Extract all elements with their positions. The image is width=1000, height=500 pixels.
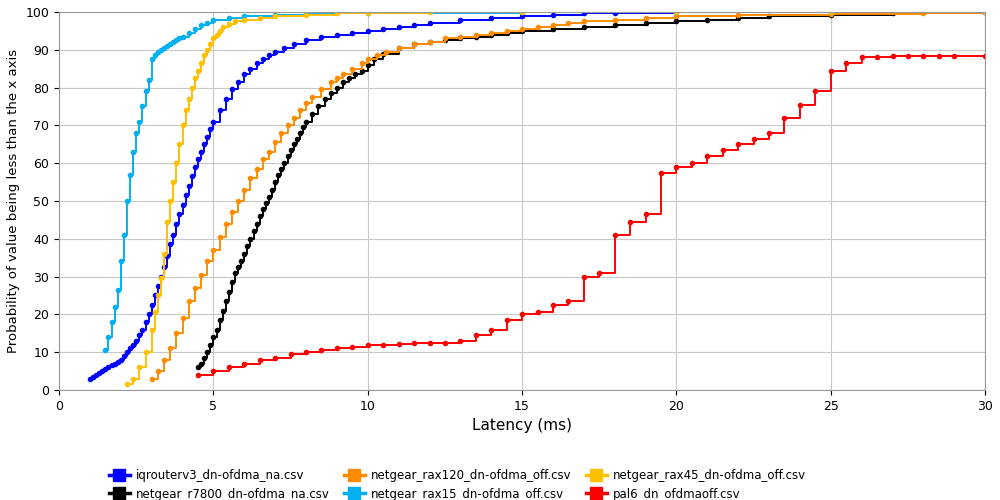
X-axis label: Latency (ms): Latency (ms) bbox=[472, 418, 572, 434]
Y-axis label: Probability of value being less than the x axis: Probability of value being less than the… bbox=[7, 49, 20, 353]
Legend: iqrouterv3_dn-ofdma_na.csv, netgear_r7800_dn-ofdma_na.csv, netgear_rax120_dn-ofd: iqrouterv3_dn-ofdma_na.csv, netgear_r780… bbox=[104, 464, 811, 500]
